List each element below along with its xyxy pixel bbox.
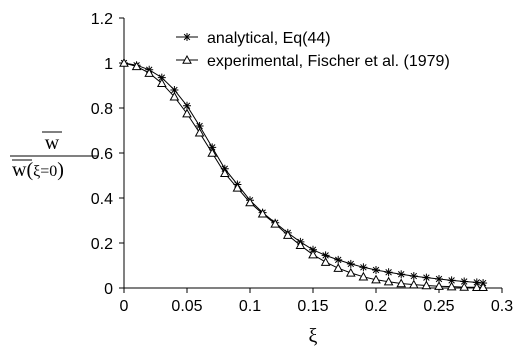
data-point-analytical xyxy=(346,259,355,268)
data-point-experimental xyxy=(459,282,470,291)
data-point-experimental xyxy=(182,108,192,118)
data-point-experimental xyxy=(446,281,457,291)
data-point-experimental xyxy=(119,57,129,67)
data-point-experimental xyxy=(396,278,407,288)
data-point-analytical xyxy=(422,273,431,282)
y-label-numerator: w xyxy=(45,132,60,154)
data-point-experimental xyxy=(169,91,180,101)
legend: analytical, Eq(44) experimental, Fischer… xyxy=(176,30,450,70)
legend-entry-analytical: analytical, Eq(44) xyxy=(176,30,331,47)
x-tick-label: 0.05 xyxy=(171,298,202,315)
ticks-group: 0 0.05 0.1 0.15 0.2 0.25 0.3 0 0.2 0.4 0.6 0.8 1 1.2 xyxy=(91,11,513,315)
y-tick-label: 1 xyxy=(104,56,113,73)
data-point-analytical xyxy=(359,263,368,272)
data-point-experimental xyxy=(144,68,155,77)
data-point-experimental xyxy=(358,271,369,281)
data-point-experimental xyxy=(245,197,255,207)
data-point-experimental xyxy=(383,276,394,286)
x-tick-label: 0.3 xyxy=(491,298,513,315)
data-point-experimental xyxy=(270,218,281,228)
x-tick-label: 0.15 xyxy=(297,298,328,315)
data-point-experimental xyxy=(434,281,444,290)
data-point-analytical xyxy=(334,255,343,264)
data-point-analytical xyxy=(372,266,380,274)
y-axis-label: w w(ξ=0) xyxy=(10,131,98,181)
data-point-experimental xyxy=(320,257,331,266)
series-lines-group xyxy=(123,62,484,288)
series-markers-group xyxy=(119,57,488,292)
data-point-experimental xyxy=(333,263,344,272)
data-point-experimental xyxy=(282,230,293,239)
x-tick-label: 0.25 xyxy=(423,298,454,315)
series-line-analytical xyxy=(123,62,484,284)
legend-marker-analytical xyxy=(183,33,191,41)
legend-label-experimental: experimental, Fischer et al. (1979) xyxy=(207,53,450,70)
legend-marker-experimental xyxy=(182,54,192,64)
legend-marker-symbol xyxy=(182,54,192,64)
y-tick-label: 0.8 xyxy=(91,101,113,118)
y-label-denominator-post: ) xyxy=(57,159,64,181)
data-point-experimental xyxy=(232,182,243,192)
y-tick-label: 0.2 xyxy=(91,236,113,253)
y-tick-label: 0.4 xyxy=(91,191,113,208)
data-point-analytical xyxy=(183,101,191,110)
y-label-denominator-pre: w( xyxy=(12,159,33,181)
data-point-experimental xyxy=(421,280,432,290)
y-tick-label: 0.6 xyxy=(91,146,113,163)
x-tick-label: 0.1 xyxy=(239,298,261,315)
series-line-experimental xyxy=(123,62,484,288)
data-point-analytical xyxy=(409,272,418,281)
data-point-experimental xyxy=(207,147,218,157)
data-point-experimental xyxy=(478,282,488,292)
data-point-experimental xyxy=(345,267,356,277)
y-label-denominator: w(ξ=0) xyxy=(12,159,64,181)
data-point-experimental xyxy=(408,279,419,289)
data-point-experimental xyxy=(471,282,482,292)
x-axis-label: ξ xyxy=(309,325,318,347)
legend-label-analytical: analytical, Eq(44) xyxy=(207,30,331,47)
data-point-analytical xyxy=(397,270,406,279)
y-tick-label: 1.2 xyxy=(91,11,113,28)
data-point-experimental xyxy=(131,61,142,71)
data-point-experimental xyxy=(295,240,306,249)
data-point-experimental xyxy=(371,274,381,284)
legend-entry-experimental: experimental, Fischer et al. (1979) xyxy=(176,53,450,70)
data-point-analytical xyxy=(384,268,393,277)
data-point-experimental xyxy=(194,127,205,137)
x-tick-label: 0 xyxy=(120,298,129,315)
data-point-experimental xyxy=(308,249,318,259)
data-point-experimental xyxy=(257,208,268,218)
y-tick-label: 0 xyxy=(104,281,113,298)
x-tick-label: 0.2 xyxy=(365,298,387,315)
data-point-experimental xyxy=(156,78,167,87)
data-point-experimental xyxy=(219,168,230,177)
data-point-analytical xyxy=(170,86,179,94)
y-label-denominator-mid: ξ=0 xyxy=(33,163,57,180)
legend-marker-symbol xyxy=(183,33,191,41)
